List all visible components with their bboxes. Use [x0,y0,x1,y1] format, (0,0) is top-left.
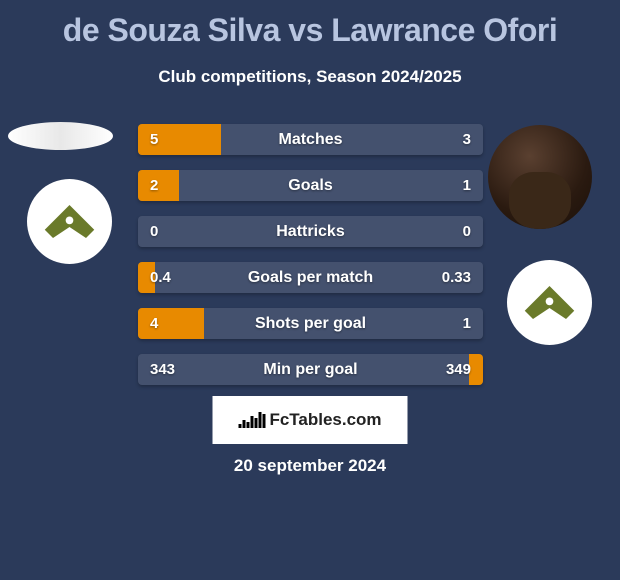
page-title: de Souza Silva vs Lawrance Ofori [0,0,620,49]
club-badge-icon [42,199,97,244]
stat-label: Goals [138,170,483,201]
stat-row: 0Hattricks0 [138,216,483,247]
stat-value-right: 1 [463,170,471,201]
stat-value-right: 0.33 [442,262,471,293]
player-right-club-badge [507,260,592,345]
stat-label: Hattricks [138,216,483,247]
stat-row: 2Goals1 [138,170,483,201]
stat-row: 5Matches3 [138,124,483,155]
stat-label: Shots per goal [138,308,483,339]
stat-row: 343Min per goal349 [138,354,483,385]
player-right-avatar [488,125,592,229]
stat-value-right: 349 [446,354,471,385]
brand-box[interactable]: FcTables.com [213,396,408,444]
player-left-club-badge [27,179,112,264]
date-line: 20 september 2024 [0,456,620,476]
stat-label: Goals per match [138,262,483,293]
player-left-avatar [8,122,113,150]
stat-row: 0.4Goals per match0.33 [138,262,483,293]
subtitle: Club competitions, Season 2024/2025 [0,67,620,87]
stat-value-right: 0 [463,216,471,247]
brand-label: FcTables.com [269,410,381,430]
stat-value-right: 1 [463,308,471,339]
stat-value-right: 3 [463,124,471,155]
stat-row: 4Shots per goal1 [138,308,483,339]
bar-chart-icon [238,412,265,428]
stat-label: Min per goal [138,354,483,385]
stats-container: 5Matches3 2Goals1 0Hattricks0 0.4Goals per … [138,124,483,400]
club-badge-icon [522,280,577,325]
stat-label: Matches [138,124,483,155]
